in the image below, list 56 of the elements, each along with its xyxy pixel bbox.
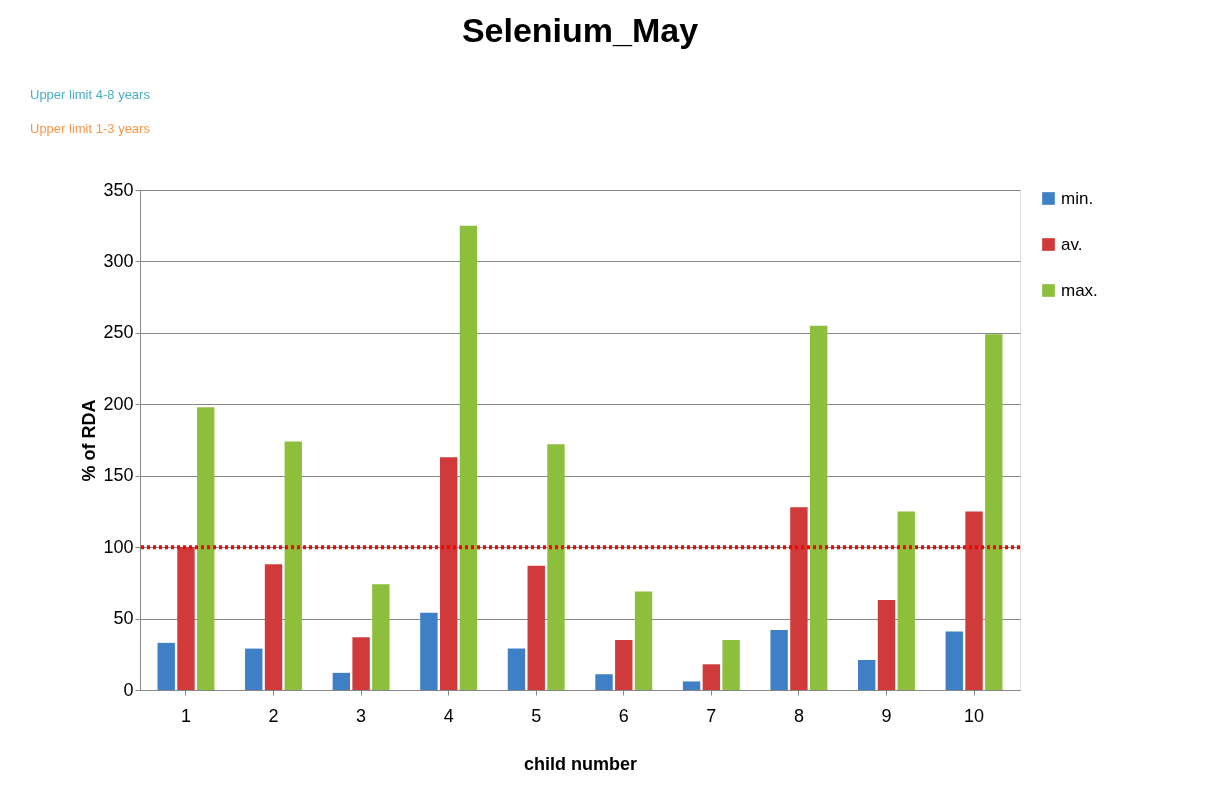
legend-label: max. bbox=[1061, 280, 1098, 300]
bar bbox=[439, 457, 458, 690]
y-tick-label: 350 bbox=[103, 179, 134, 200]
bar bbox=[945, 631, 963, 690]
bar bbox=[877, 600, 896, 690]
bar bbox=[197, 407, 215, 690]
bar bbox=[897, 511, 915, 690]
y-tick-label: 200 bbox=[103, 393, 134, 414]
y-tick-label: 50 bbox=[113, 608, 134, 629]
bar bbox=[985, 334, 1003, 690]
y-tick-label: 300 bbox=[103, 250, 134, 271]
bar bbox=[157, 642, 175, 690]
text: Upper limit 4-8 years bbox=[30, 87, 151, 102]
bar bbox=[790, 507, 808, 690]
y-tick-label: 150 bbox=[103, 465, 134, 486]
chart-title: Selenium_May bbox=[461, 11, 699, 49]
bar bbox=[615, 640, 633, 690]
x-tick-label: 3 bbox=[356, 705, 367, 726]
x-tick-label: 10 bbox=[964, 705, 985, 726]
x-tick-label: 5 bbox=[531, 705, 542, 726]
x-axis-title: child number bbox=[523, 753, 638, 774]
bar bbox=[722, 640, 740, 690]
bar bbox=[352, 637, 370, 690]
bar bbox=[264, 564, 283, 690]
bar bbox=[420, 612, 438, 690]
bar bbox=[634, 591, 653, 690]
bar bbox=[459, 225, 478, 690]
x-tick-label: 4 bbox=[443, 705, 454, 726]
y-tick-label: 250 bbox=[103, 322, 134, 343]
bar bbox=[177, 547, 195, 690]
bar bbox=[372, 584, 390, 690]
y-tick-label: 0 bbox=[123, 679, 134, 700]
bar bbox=[332, 672, 351, 690]
legend-label: min. bbox=[1061, 188, 1094, 208]
bar bbox=[965, 511, 983, 690]
bar bbox=[702, 664, 721, 690]
bar bbox=[284, 441, 302, 690]
legend-label: av. bbox=[1061, 234, 1083, 254]
bar bbox=[507, 648, 526, 690]
bar bbox=[547, 444, 565, 690]
bar bbox=[245, 648, 263, 690]
bar bbox=[682, 681, 701, 690]
bar bbox=[770, 630, 788, 690]
x-tick-label: 9 bbox=[881, 705, 892, 726]
x-tick-label: 6 bbox=[618, 705, 629, 726]
bar bbox=[527, 565, 545, 690]
y-axis-title: % of RDA bbox=[79, 399, 100, 482]
x-tick-label: 8 bbox=[793, 705, 804, 726]
x-tick-label: 7 bbox=[706, 705, 717, 726]
bar bbox=[595, 674, 613, 690]
text: Upper limit 1-3 years bbox=[30, 121, 151, 136]
bar bbox=[809, 325, 828, 690]
bar bbox=[858, 660, 876, 690]
y-tick-label: 100 bbox=[103, 536, 134, 557]
x-tick-label: 1 bbox=[180, 705, 191, 726]
x-tick-label: 2 bbox=[268, 705, 279, 726]
